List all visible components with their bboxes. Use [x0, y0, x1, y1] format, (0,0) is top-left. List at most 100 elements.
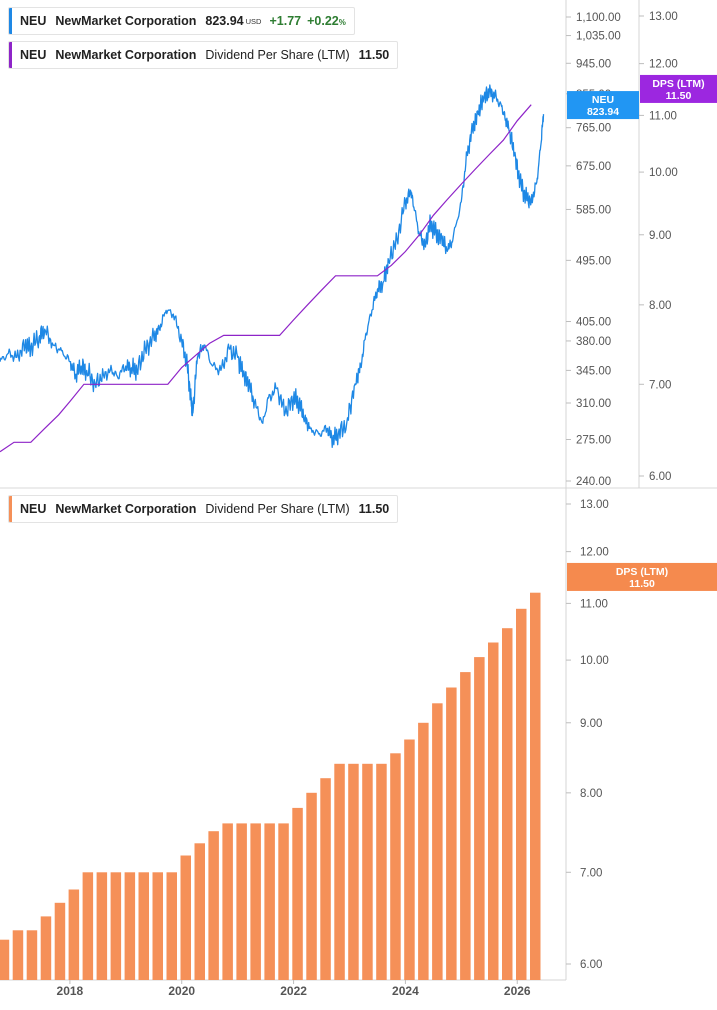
price-axis-tick-label: 765.00 — [576, 123, 611, 135]
legend-dps-bar-swatch — [9, 496, 12, 522]
dps-bar — [516, 608, 527, 980]
legend-price-change: +1.77 — [269, 14, 302, 28]
dps-axis-tick-label: 13.00 — [649, 11, 678, 23]
dps-bar — [82, 872, 94, 980]
dps-bar — [348, 763, 359, 980]
price-axis-tick-label: 345.00 — [576, 365, 611, 377]
dps-bar-marker-bg — [567, 562, 717, 591]
dps-line-marker-bg — [640, 74, 717, 103]
bar-axis-tick-label: 9.00 — [580, 718, 602, 730]
price-axis-tick-label: 275.00 — [576, 435, 611, 447]
dps-bar — [68, 889, 80, 980]
price-axis-tick-label: 380.00 — [576, 336, 611, 348]
legend-dps-bar[interactable]: NEU NewMarket Corporation Dividend Per S… — [8, 495, 399, 523]
dps-bar — [292, 807, 303, 980]
time-axis-label: 2024 — [392, 984, 419, 998]
dps-bar-marker-value: 11.50 — [629, 578, 655, 590]
time-axis-label: 2022 — [280, 984, 307, 998]
dps-bar — [460, 672, 471, 980]
dps-bar — [334, 763, 345, 980]
dps-bar — [222, 823, 233, 980]
dps-bar — [96, 872, 108, 980]
legend-dps-line[interactable]: NEU NewMarket Corporation Dividend Per S… — [8, 41, 399, 69]
legend-dps-line-swatch — [9, 42, 12, 68]
legend-price-unit: USD — [245, 16, 262, 26]
dps-bar — [446, 687, 457, 980]
dps-bar — [432, 703, 443, 980]
dps-bar — [278, 823, 289, 980]
dps-axis-tick-label: 8.00 — [649, 300, 671, 312]
time-axis-label: 2018 — [57, 984, 84, 998]
dps-bar — [208, 831, 219, 980]
legend-dps-line-name: NewMarket Corporation — [55, 48, 197, 62]
legend-price-change-pct-value: +0.22 — [307, 14, 339, 28]
price-marker-value: 823.94 — [587, 106, 619, 118]
dps-axis-tick-label: 10.00 — [649, 167, 678, 179]
dps-axis-tick-label: 9.00 — [649, 230, 671, 242]
dps-bar — [250, 823, 261, 980]
dps-bar — [320, 778, 331, 980]
dps-bar — [502, 628, 513, 980]
bar-axis-tick-label: 13.00 — [580, 499, 609, 511]
dps-axis-tick-label: 11.00 — [649, 110, 677, 122]
dps-axis-tick-label: 12.00 — [649, 59, 678, 71]
dps-line-marker-label: DPS (LTM) — [652, 78, 704, 90]
bar-axis-tick-label: 6.00 — [580, 959, 602, 971]
dps-bar — [306, 792, 317, 980]
dps-bar — [138, 872, 149, 980]
dps-bar — [40, 916, 52, 980]
dps-bar — [264, 823, 275, 980]
price-axis-tick-label: 240.00 — [576, 476, 611, 488]
bar-axis-tick-label: 8.00 — [580, 788, 602, 800]
bar-axis-tick-label: 7.00 — [580, 867, 602, 879]
price-marker-label: NEU — [592, 94, 614, 106]
legend-dps-bar-value: 11.50 — [358, 502, 390, 516]
dps-bar — [180, 855, 191, 980]
legend-dps-line-value: 11.50 — [358, 48, 390, 62]
bar-axis-tick-label: 11.00 — [580, 598, 608, 610]
legend-price-change-pct: +0.22% — [307, 14, 346, 28]
price-axis-tick-label: 495.00 — [576, 255, 611, 267]
dps-bar — [404, 739, 415, 980]
time-axis-label: 2026 — [504, 984, 531, 998]
dps-bar — [530, 592, 541, 980]
dps-bar — [194, 843, 205, 980]
dps-bar — [26, 930, 38, 980]
dps-bar — [12, 930, 24, 980]
bar-axis-tick-label: 10.00 — [580, 655, 609, 667]
legend-price-swatch — [9, 8, 12, 34]
dps-bar — [362, 763, 373, 980]
dps-bar — [376, 763, 387, 980]
dps-bar — [110, 872, 122, 980]
legend-price[interactable]: NEU NewMarket Corporation 823.94 USD +1.… — [8, 7, 355, 35]
dps-bar — [236, 823, 247, 980]
legend-dps-line-ticker: NEU — [20, 48, 47, 62]
time-axis-label: 2020 — [168, 984, 195, 998]
dps-bar — [54, 902, 66, 980]
legend-dps-bar-metric: Dividend Per Share (LTM) — [205, 502, 350, 516]
price-axis-tick-label: 945.00 — [576, 58, 611, 70]
price-axis-tick-label: 1,035.00 — [576, 31, 621, 43]
dps-bar — [166, 872, 177, 980]
bar-axis-tick-label: 12.00 — [580, 547, 609, 559]
dps-bar — [152, 872, 163, 980]
legend-dps-bar-ticker: NEU — [20, 502, 47, 516]
price-series-line — [0, 84, 545, 448]
dps-axis-tick-label: 6.00 — [649, 471, 671, 483]
dps-line-marker-value: 11.50 — [666, 90, 692, 102]
legend-price-ticker: NEU — [20, 14, 47, 28]
dps-bar — [124, 872, 136, 980]
dps-axis-tick-label: 7.00 — [649, 379, 671, 391]
legend-price-name: NewMarket Corporation — [55, 14, 197, 28]
dps-bar-marker-label: DPS (LTM) — [616, 566, 668, 578]
dps-bar — [474, 657, 485, 980]
legend-price-value: 823.94 — [205, 14, 244, 28]
dps-bar — [0, 939, 10, 980]
dps-bar — [488, 642, 499, 980]
dps-bar — [418, 722, 429, 980]
legend-price-pct-sign: % — [338, 18, 346, 27]
legend-dps-line-metric: Dividend Per Share (LTM) — [205, 48, 350, 62]
price-axis-tick-label: 405.00 — [576, 317, 611, 329]
